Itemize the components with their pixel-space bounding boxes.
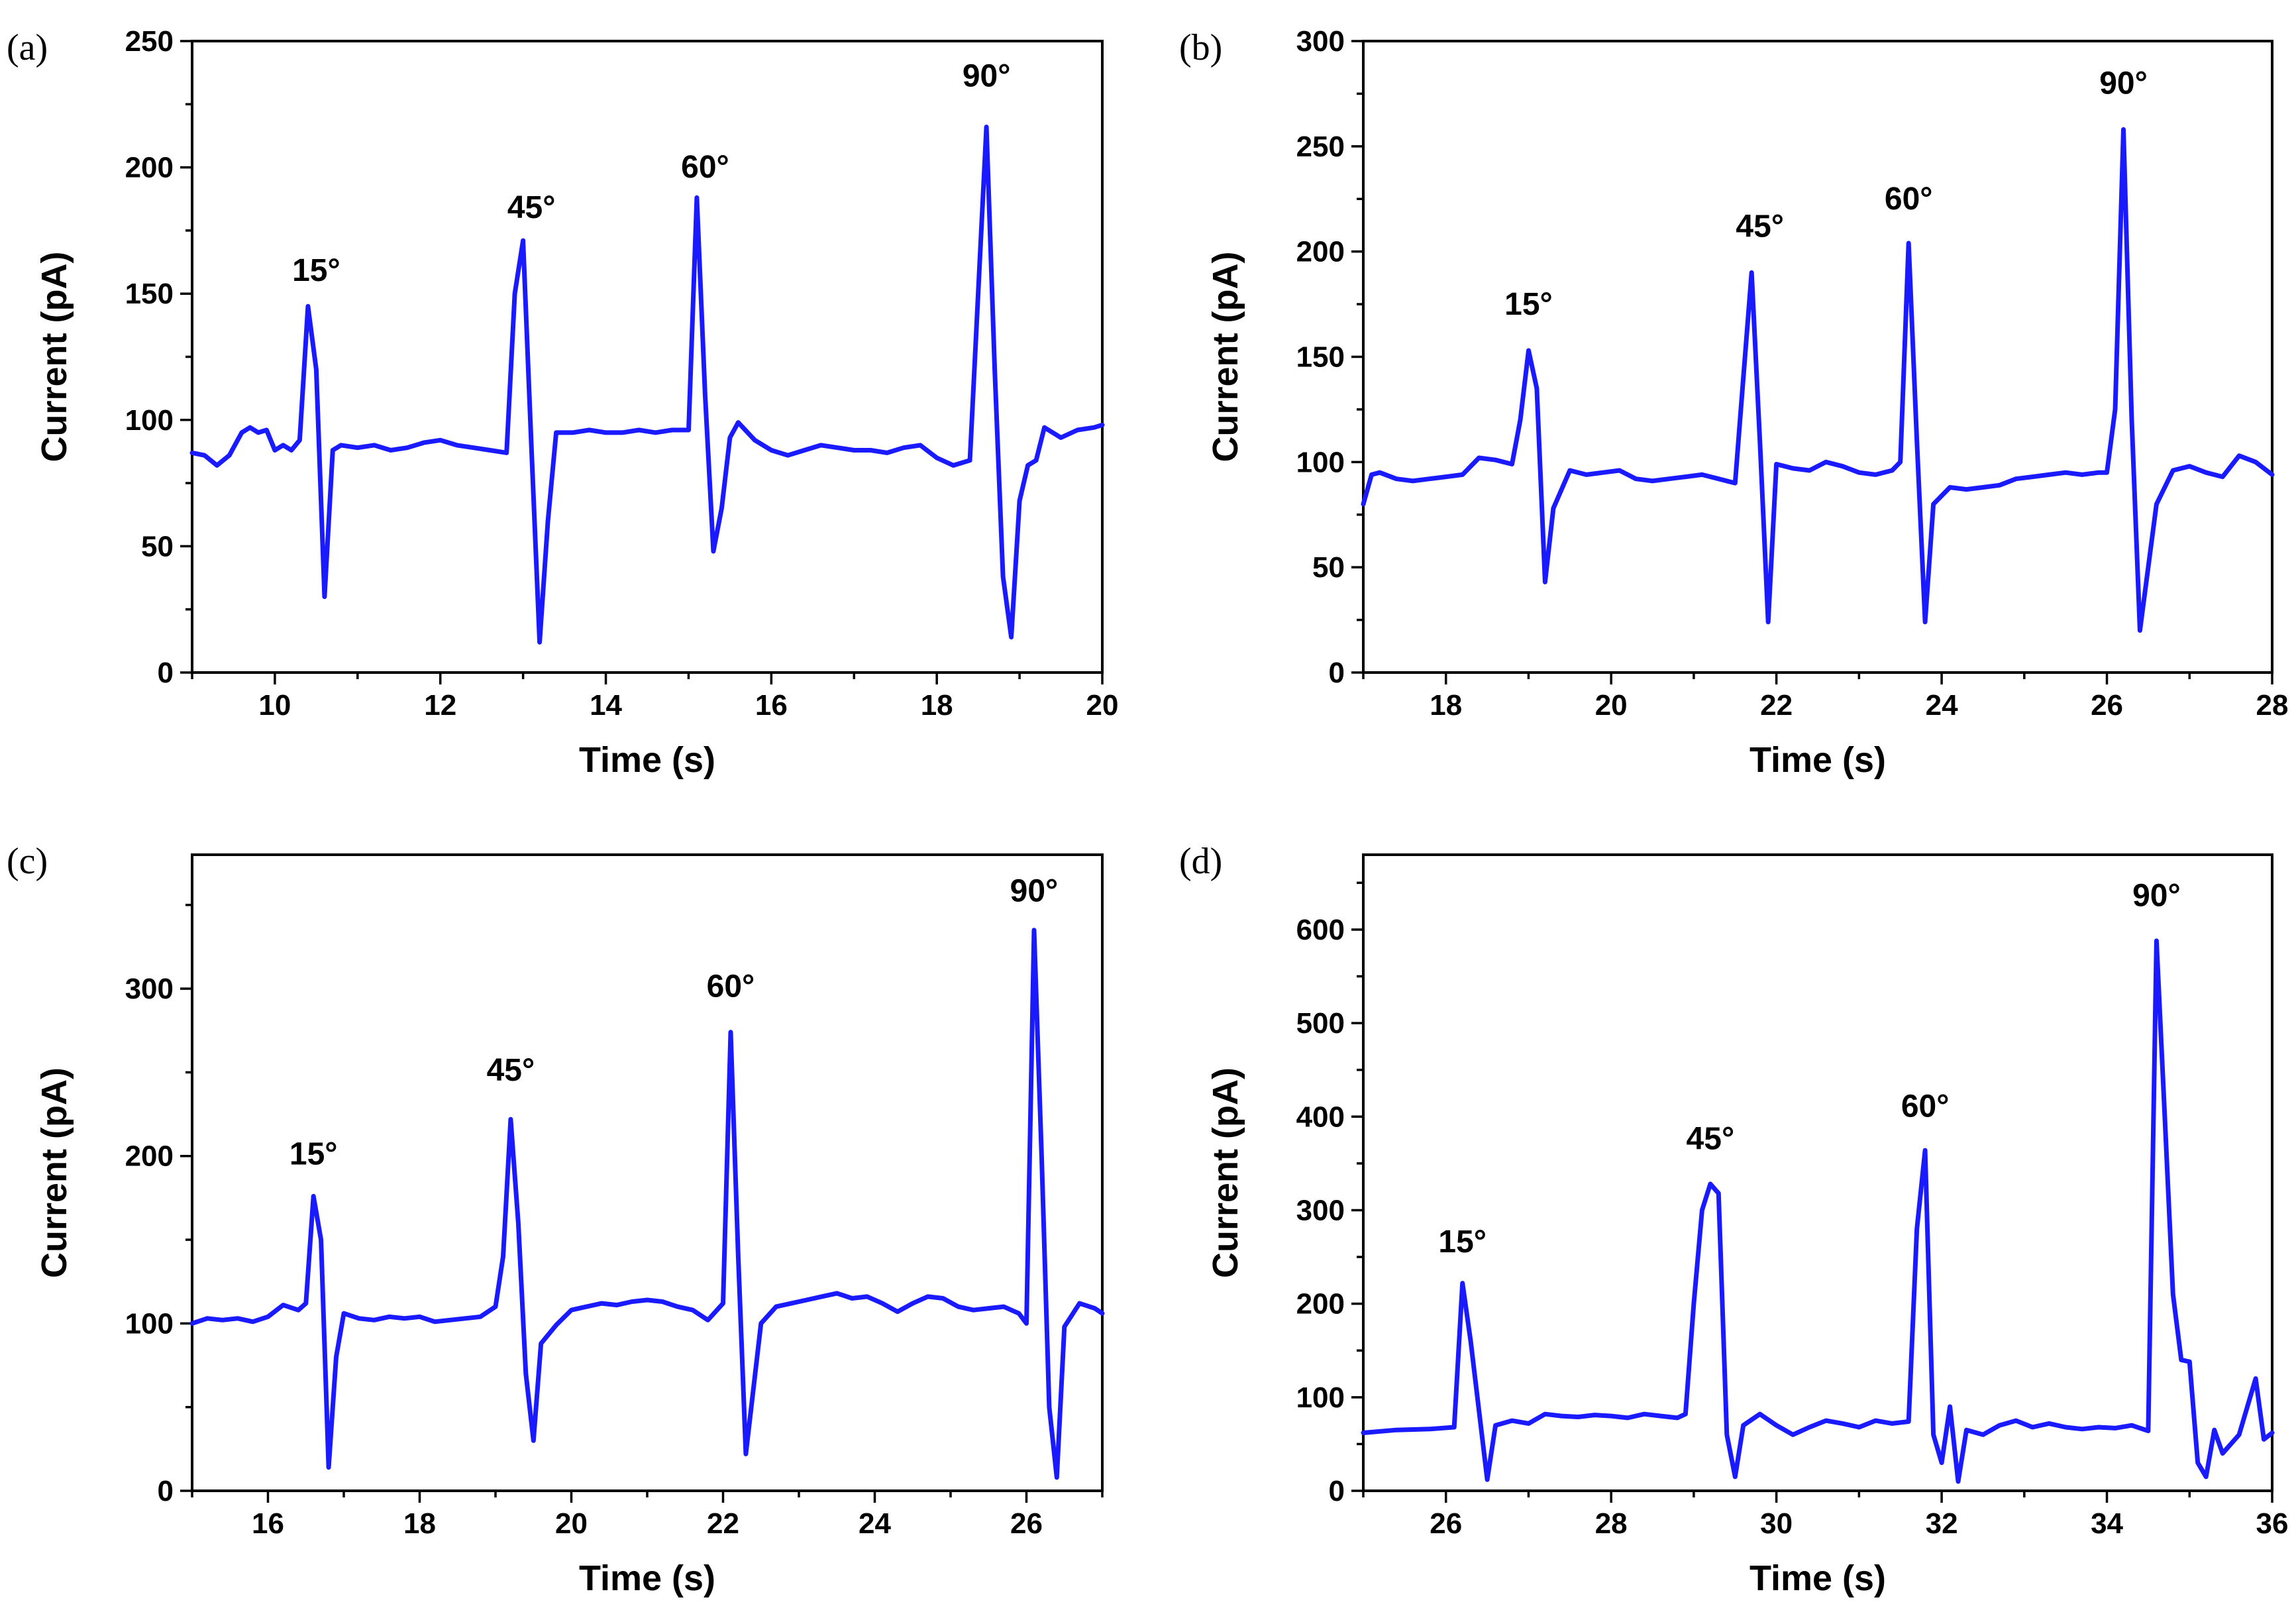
chart-3-y-axis-title: Current (pA) <box>1206 1067 1245 1278</box>
chart-3-x-tick-label: 28 <box>1595 1507 1628 1540</box>
chart-0-y-tick-label: 200 <box>125 152 174 184</box>
chart-3-y-tick-label: 0 <box>1329 1475 1345 1507</box>
chart-1-angle-annotation: 45° <box>1736 209 1784 244</box>
chart-0-series-line-0 <box>189 125 1105 645</box>
chart-2-x-tick-label: 26 <box>1010 1507 1043 1540</box>
chart-3-series-line-0 <box>1361 938 2275 1484</box>
chart-0-angle-annotation: 90° <box>963 59 1011 94</box>
chart-1-panel-label: (b) <box>1179 27 1222 68</box>
chart-2-panel-label: (c) <box>7 841 48 882</box>
chart-3-panel: 26 28 30 32 34 36 0 100 200 300 400 500 600 Time (s) C… <box>1179 841 2288 1598</box>
chart-2-y-tick-label: 200 <box>125 1140 174 1173</box>
chart-2-angle-annotation: 45° <box>487 1053 535 1088</box>
chart-0-x-tick-label: 18 <box>921 689 953 722</box>
chart-2-x-tick-label: 16 <box>252 1507 284 1540</box>
chart-1-series-line-0 <box>1361 127 2275 633</box>
chart-3-y-tick-label: 600 <box>1296 914 1345 946</box>
chart-2-x-axis-title: Time (s) <box>579 1558 715 1598</box>
chart-2-x-tick-label: 20 <box>555 1507 588 1540</box>
chart-0-angle-annotation: 15° <box>292 253 340 288</box>
chart-1-y-tick-label: 0 <box>1329 657 1345 689</box>
chart-3-x-tick-label: 34 <box>2091 1507 2123 1540</box>
chart-2-angle-annotation: 15° <box>289 1136 338 1171</box>
chart-0-y-tick-label: 100 <box>125 404 174 437</box>
chart-1-x-tick-label: 20 <box>1595 689 1628 722</box>
chart-0-y-tick-label: 250 <box>125 25 174 58</box>
chart-2-y-axis-title: Current (pA) <box>34 1067 74 1278</box>
chart-0-x-tick-label: 10 <box>258 689 291 722</box>
chart-2-x-tick-label: 24 <box>859 1507 891 1540</box>
chart-0-x-axis-title: Time (s) <box>579 740 715 780</box>
chart-2-y-tick-label: 0 <box>158 1475 174 1507</box>
chart-0-x-tick-label: 14 <box>590 689 622 722</box>
chart-1-x-tick-label: 24 <box>1926 689 1958 722</box>
chart-3-angle-annotation: 15° <box>1438 1224 1487 1260</box>
chart-3-x-tick-label: 36 <box>2256 1507 2289 1540</box>
chart-1-x-tick-label: 26 <box>2091 689 2123 722</box>
chart-3-x-tick-label: 26 <box>1430 1507 1462 1540</box>
chart-2-x-tick-label: 22 <box>707 1507 739 1540</box>
chart-2-frame <box>191 853 1104 1492</box>
chart-0-angle-annotation: 45° <box>507 190 556 225</box>
chart-1-angle-annotation: 15° <box>1504 287 1553 322</box>
chart-2-x-tick-label: 18 <box>403 1507 436 1540</box>
chart-1-y-tick-label: 150 <box>1296 341 1345 374</box>
chart-0-x-tick-label: 12 <box>424 689 456 722</box>
chart-1-y-tick-label: 200 <box>1296 236 1345 268</box>
chart-2-series-line-0 <box>189 928 1105 1480</box>
chart-1-y-axis-title: Current (pA) <box>1206 252 1245 462</box>
chart-2-angle-annotation: 60° <box>707 969 755 1004</box>
chart-1-angle-annotation: 90° <box>2099 66 2148 101</box>
chart-1-x-tick-label: 28 <box>2256 689 2289 722</box>
chart-1-y-tick-label: 300 <box>1296 25 1345 58</box>
chart-1-angle-annotation: 60° <box>1885 182 1933 217</box>
chart-0-x-tick-label: 16 <box>755 689 788 722</box>
chart-3-y-tick-label: 200 <box>1296 1288 1345 1321</box>
chart-0-y-tick-label: 50 <box>141 530 174 563</box>
chart-0-frame <box>191 40 1104 674</box>
chart-1-y-tick-label: 50 <box>1312 551 1345 584</box>
chart-2-angle-annotation: 90° <box>1010 874 1059 909</box>
chart-1-y-tick-label: 250 <box>1296 131 1345 163</box>
chart-3-x-axis-title: Time (s) <box>1749 1558 1886 1598</box>
chart-1-y-tick-label: 100 <box>1296 446 1345 478</box>
chart-3-y-tick-label: 500 <box>1296 1007 1345 1040</box>
chart-3-angle-annotation: 45° <box>1687 1122 1735 1157</box>
chart-3-angle-annotation: 60° <box>1901 1089 1950 1124</box>
chart-3-y-tick-label: 300 <box>1296 1194 1345 1226</box>
chart-0-y-tick-label: 150 <box>125 278 174 310</box>
chart-0-x-tick-label: 20 <box>1086 689 1119 722</box>
chart-3-y-tick-label: 100 <box>1296 1381 1345 1414</box>
chart-3-x-tick-label: 30 <box>1760 1507 1793 1540</box>
chart-3-x-tick-label: 32 <box>1926 1507 1958 1540</box>
chart-1-x-axis-title: Time (s) <box>1749 740 1886 780</box>
chart-0-angle-annotation: 60° <box>681 150 729 185</box>
chart-0-y-axis-title: Current (pA) <box>34 252 74 462</box>
chart-3-panel-label: (d) <box>1179 841 1222 882</box>
chart-3-angle-annotation: 90° <box>2132 879 2181 914</box>
chart-2-y-tick-label: 300 <box>125 973 174 1005</box>
chart-1-x-tick-label: 18 <box>1430 689 1462 722</box>
chart-3-frame <box>1362 853 2273 1492</box>
chart-2-y-tick-label: 100 <box>125 1307 174 1340</box>
chart-0-y-tick-label: 0 <box>158 657 174 689</box>
chart-2-panel: 16 18 20 22 24 26 0 100 200 300 Time (s) Current (p… <box>7 841 1105 1598</box>
chart-1-x-tick-label: 22 <box>1760 689 1793 722</box>
chart-1-panel: 18 20 22 24 26 28 0 50 100 150 200 250 300 Time (s) Cu… <box>1179 25 2288 780</box>
chart-0-panel-label: (a) <box>7 27 48 68</box>
chart-3-y-tick-label: 400 <box>1296 1101 1345 1133</box>
